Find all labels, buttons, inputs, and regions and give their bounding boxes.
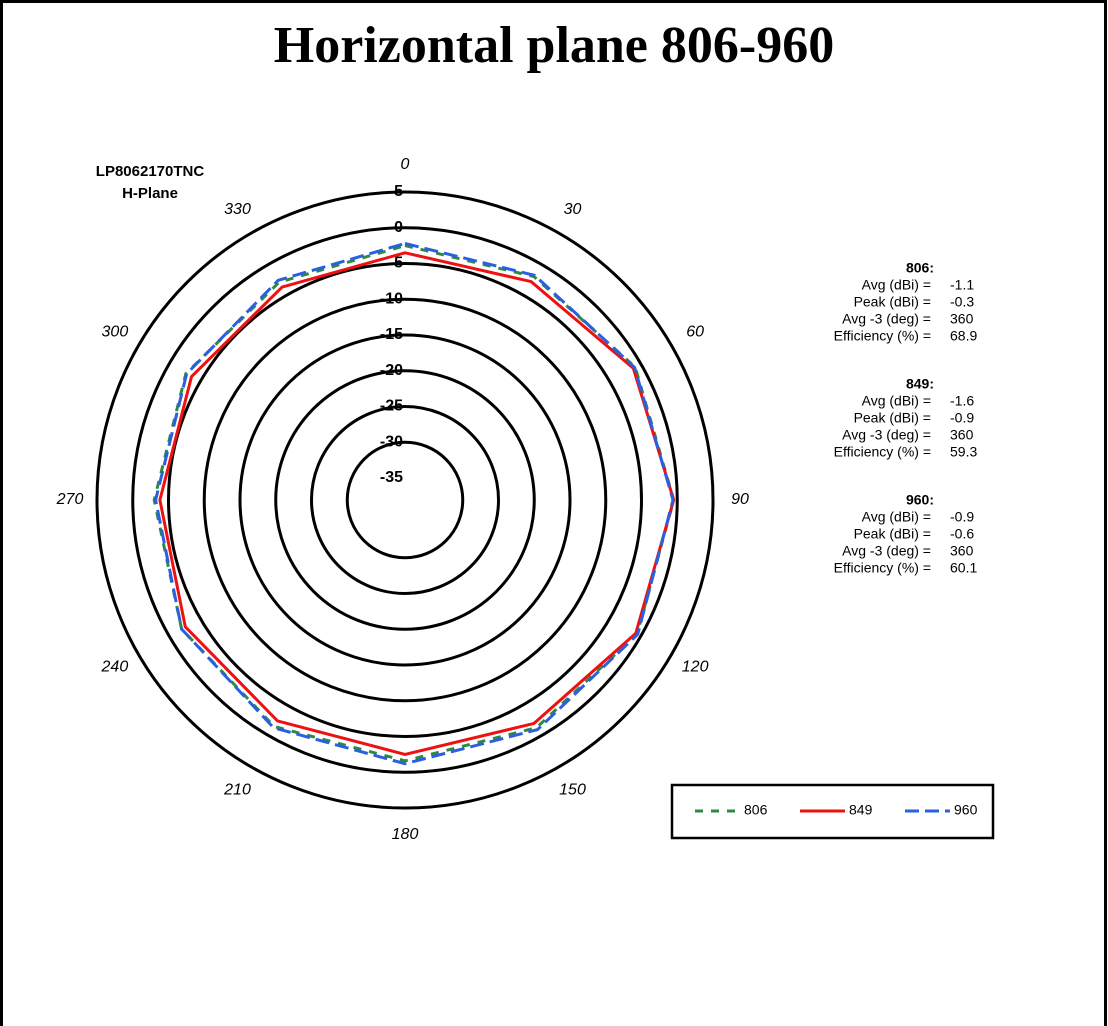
theta-tick-label: 120	[682, 659, 709, 676]
grid-ring	[310, 405, 500, 595]
theta-tick-label: 0	[401, 156, 410, 173]
theta-tick-label: 300	[102, 324, 129, 341]
stats-label: Avg -3 (deg) =	[842, 311, 931, 327]
r-tick-label: -5	[389, 255, 403, 272]
stats-value: -0.3	[950, 294, 974, 310]
r-tick-label: -15	[380, 326, 403, 343]
r-tick-label: -30	[380, 433, 403, 450]
theta-tick-label: 330	[224, 201, 251, 218]
series-line	[158, 251, 676, 756]
stats-label: Avg (dBi) =	[862, 277, 931, 293]
stats-value: 60.1	[950, 560, 977, 576]
stats-label: Efficiency (%) =	[834, 328, 931, 344]
stats-value: -0.6	[950, 526, 974, 542]
stats-label: Peak (dBi) =	[854, 294, 931, 310]
stats-label: Avg -3 (deg) =	[842, 427, 931, 443]
theta-tick-label: 270	[56, 491, 84, 508]
grid-ring	[202, 297, 608, 703]
grid-ring	[167, 262, 643, 738]
theta-tick-label: 60	[686, 324, 704, 341]
legend-label: 960	[954, 802, 978, 818]
stats-heading: 806:	[906, 260, 934, 276]
stats-label: Avg -3 (deg) =	[842, 543, 931, 559]
r-tick-label: -25	[380, 398, 403, 415]
r-tick-label: -35	[380, 469, 403, 486]
stats-heading: 849:	[906, 376, 934, 392]
theta-tick-label: 30	[564, 201, 582, 218]
theta-tick-label: 240	[101, 659, 129, 676]
chart-subtitle: LP8062170TNC	[96, 163, 205, 180]
grid-ring	[274, 369, 536, 631]
theta-tick-label: 150	[559, 781, 586, 798]
r-tick-label: -20	[380, 362, 403, 379]
stats-label: Efficiency (%) =	[834, 560, 931, 576]
chart-title: Horizontal plane 806-960	[274, 17, 834, 74]
stats-value: 360	[950, 311, 974, 327]
stats-label: Avg (dBi) =	[862, 509, 931, 525]
grid-ring	[131, 226, 679, 774]
stats-label: Peak (dBi) =	[854, 526, 931, 542]
stats-label: Efficiency (%) =	[834, 444, 931, 460]
stats-value: 360	[950, 543, 974, 559]
theta-tick-label: 90	[731, 491, 749, 508]
stats-value: -1.6	[950, 393, 974, 409]
stats-value: 59.3	[950, 444, 977, 460]
stats-value: -1.1	[950, 277, 974, 293]
grid-ring	[95, 190, 715, 810]
stats-value: 68.9	[950, 328, 977, 344]
legend-label: 849	[849, 802, 873, 818]
stats-value: -0.9	[950, 509, 974, 525]
grid-ring	[345, 440, 465, 560]
grid-ring	[238, 333, 572, 667]
stats-value: -0.9	[950, 410, 974, 426]
r-tick-label: -10	[380, 290, 403, 307]
stats-label: Peak (dBi) =	[854, 410, 931, 426]
stats-label: Avg (dBi) =	[862, 393, 931, 409]
r-tick-label: 0	[394, 219, 403, 236]
theta-tick-label: 210	[223, 781, 251, 798]
r-tick-label: 5	[394, 183, 403, 200]
theta-tick-label: 180	[392, 826, 419, 843]
legend-label: 806	[744, 802, 768, 818]
stats-value: 360	[950, 427, 974, 443]
series-line	[154, 241, 675, 766]
stats-heading: 960:	[906, 492, 934, 508]
chart-subtitle: H-Plane	[122, 185, 178, 202]
series-line	[152, 244, 676, 763]
